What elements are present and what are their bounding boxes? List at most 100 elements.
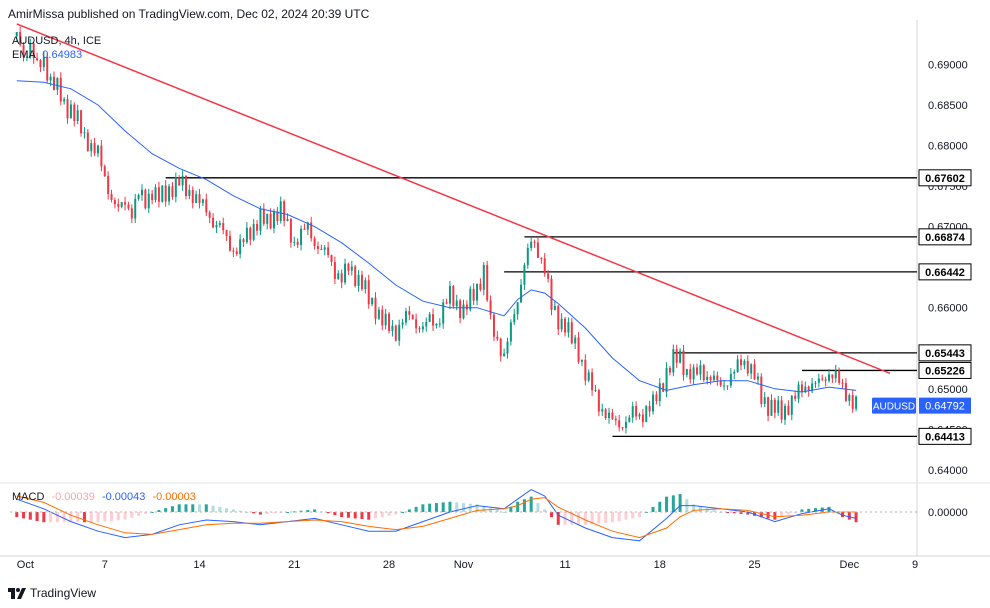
macd-histogram-bar	[577, 512, 581, 525]
candle-body	[608, 412, 611, 419]
macd-histogram-bar	[631, 512, 635, 519]
candle-body	[432, 314, 435, 326]
macd-histogram-bar	[123, 512, 127, 520]
macd-histogram-bar	[407, 509, 411, 512]
time-tick-label: Nov	[454, 559, 474, 571]
candle-body	[614, 418, 617, 421]
macd-histogram-bar	[441, 502, 445, 512]
candle-body	[66, 99, 69, 119]
candle-body	[594, 390, 597, 392]
candle-body	[411, 314, 414, 320]
time-tick-label: 28	[383, 559, 395, 571]
candle-body	[438, 323, 441, 325]
candle-body	[689, 369, 692, 380]
macd-histogram-bar	[306, 510, 310, 512]
candle-body	[811, 383, 814, 392]
candle-body	[96, 145, 99, 154]
macd-histogram-bar	[360, 512, 364, 520]
candle-body	[164, 185, 167, 202]
candle-body	[63, 99, 66, 102]
candle-body	[384, 313, 387, 326]
macd-label[interactable]: MACD	[12, 491, 45, 503]
candle-body	[218, 223, 221, 226]
macd-histogram-bar	[610, 512, 614, 523]
candle-body	[36, 58, 39, 61]
candle-body	[516, 302, 519, 315]
trend-line[interactable]	[16, 23, 891, 375]
candle-body	[506, 341, 509, 354]
candle-body	[235, 251, 238, 255]
candle-body	[631, 406, 634, 418]
candle-body	[503, 353, 506, 356]
price-tick-label: 0.66000	[928, 303, 968, 315]
candle-body	[184, 175, 187, 196]
candle-body	[110, 194, 113, 201]
candle-body	[838, 370, 841, 383]
candle-body	[513, 314, 516, 323]
candle-body	[831, 374, 834, 379]
candle-body	[140, 189, 143, 196]
candle-body	[137, 195, 140, 199]
candle-body	[83, 132, 86, 134]
candle-body	[469, 288, 472, 310]
time-axis[interactable]: Oct 7 14 21 28 Nov 11 18 25 Dec 9	[17, 559, 918, 571]
macd-histogram-bar	[22, 512, 26, 519]
candle-body	[723, 385, 726, 387]
candle-body	[56, 77, 59, 90]
macd-histogram-bar	[380, 512, 384, 518]
candle-body	[848, 395, 851, 401]
macd-axis[interactable]: 0.00000	[928, 507, 968, 519]
macd-histogram-bar	[759, 512, 763, 518]
candle-body	[696, 367, 699, 375]
macd-histogram-bar	[191, 504, 195, 512]
candle-body	[371, 297, 374, 305]
tradingview-logo[interactable]: TradingView	[8, 586, 96, 600]
macd-histogram-bar	[800, 509, 804, 512]
candle-body	[851, 395, 854, 409]
price-axis[interactable]: 0.690000.685000.680000.675000.670000.665…	[928, 59, 968, 476]
time-tick-label: 25	[748, 559, 760, 571]
macd-histogram-bar	[556, 512, 560, 525]
candle-body	[736, 359, 739, 373]
candle-body	[780, 400, 783, 420]
symbol-info[interactable]: AUDUSD, 4h, ICE	[12, 35, 102, 47]
candle-body	[364, 280, 367, 290]
macd-histogram-bar	[637, 512, 641, 518]
macd-histogram-bar	[665, 496, 669, 512]
candle-body	[242, 239, 245, 243]
candle-body	[817, 378, 820, 383]
level-price-tag	[918, 361, 972, 379]
candle-body	[472, 288, 475, 301]
candle-body	[692, 367, 695, 380]
candle-body	[530, 241, 533, 248]
candle-body	[327, 247, 330, 256]
macd-histogram-bar	[414, 506, 418, 512]
candle-body	[418, 328, 421, 330]
candle-body	[306, 222, 309, 230]
candle-body	[425, 321, 428, 327]
candle-body	[635, 406, 638, 417]
macd-histogram-bar	[712, 510, 716, 512]
candle-body	[553, 305, 556, 310]
macd-histogram-bar	[55, 512, 59, 523]
candle-body	[320, 248, 323, 250]
macd-histogram-bar	[150, 512, 154, 513]
time-tick-label: Dec	[840, 559, 860, 571]
candle-body	[638, 414, 641, 417]
candle-body	[39, 60, 42, 68]
candle-body	[726, 385, 729, 387]
candle-body	[191, 189, 194, 204]
macd-histogram-bar	[340, 512, 344, 518]
candle-body	[120, 202, 123, 207]
candle-body	[834, 370, 837, 379]
macd-histogram-bar	[218, 506, 222, 512]
macd-histogram-bar	[333, 512, 337, 516]
macd-histogram-bar	[252, 512, 256, 514]
macd-histogram-bar	[732, 512, 736, 514]
price-tick-label: 0.69000	[928, 59, 968, 71]
macd-histogram-bar	[495, 510, 499, 512]
ema-label[interactable]: EMA	[12, 49, 36, 61]
macd-tick-label: 0.00000	[928, 507, 968, 519]
macd-histogram-bar	[583, 512, 587, 525]
